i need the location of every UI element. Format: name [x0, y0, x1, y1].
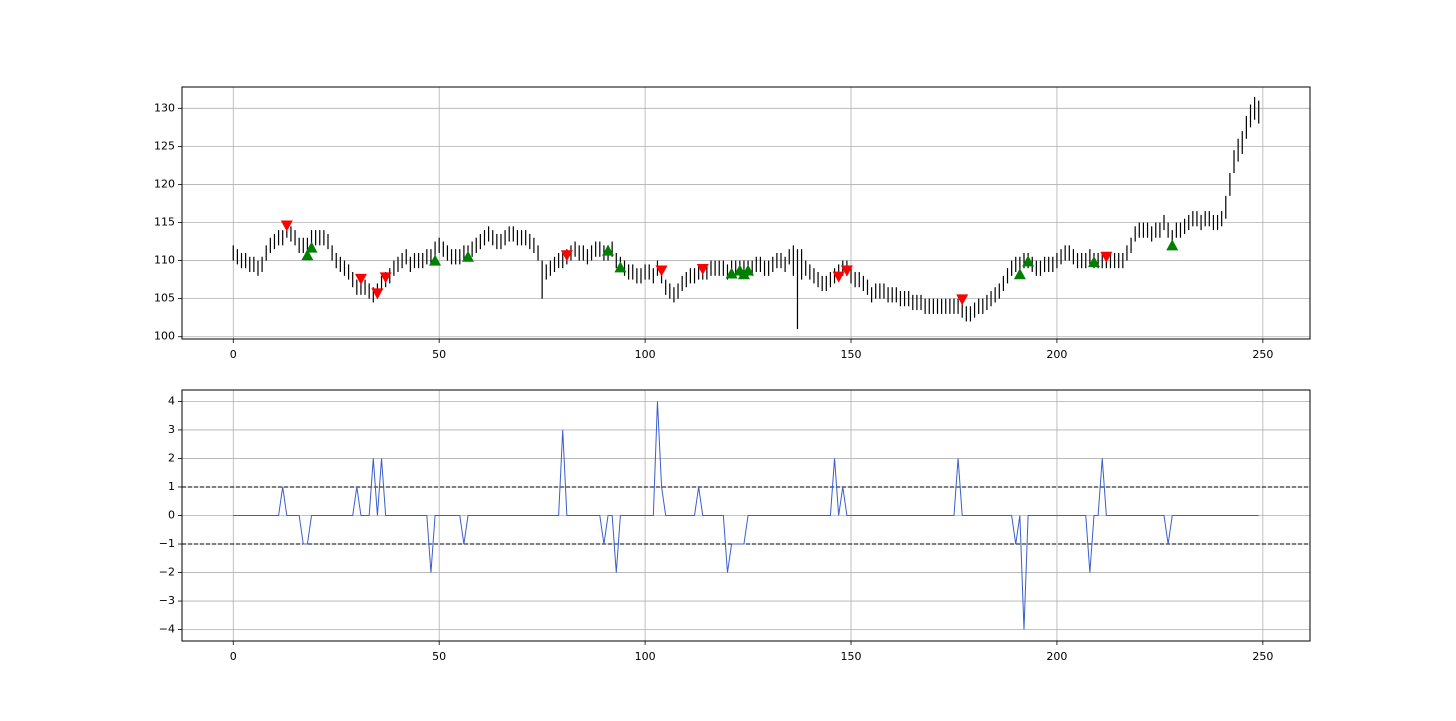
x-tick-label: 50: [432, 650, 446, 663]
y-tick-label: −1: [159, 537, 175, 550]
x-tick-label: 250: [1252, 348, 1273, 361]
y-tick-label: 120: [154, 177, 175, 190]
x-tick-label: 50: [432, 348, 446, 361]
axes: 0 50 100 150 200 250 100 105 110 115 120 125 130: [154, 86, 1311, 361]
x-tick-label: 150: [841, 348, 862, 361]
buy-marker: [462, 250, 475, 262]
sell-marker: [560, 250, 573, 262]
x-tick-label: 0: [230, 650, 237, 663]
y-tick-label: −4: [159, 623, 175, 636]
x-tick-label: 250: [1252, 650, 1273, 663]
x-tick-label: 200: [1046, 650, 1067, 663]
sell-marker: [354, 273, 367, 285]
axes: 0 50 100 150 200 250 −4 −3 −2 −1 0 1 2 3 4: [159, 389, 1311, 663]
buy-marker: [1166, 239, 1179, 251]
y-tick-label: 1: [168, 480, 175, 493]
buy-marker: [301, 249, 314, 261]
buy-marker: [602, 244, 615, 256]
sell-marker: [840, 265, 853, 277]
y-tick-label: 3: [168, 423, 175, 436]
x-tick-label: 100: [635, 348, 656, 361]
sell-marker: [379, 272, 392, 284]
indicator-line: [233, 401, 1259, 630]
y-tick-label: 130: [154, 101, 175, 114]
sell-marker: [280, 220, 293, 232]
x-tick-label: 0: [230, 348, 237, 361]
y-tick-label: 110: [154, 254, 175, 267]
sell-marker: [371, 288, 384, 300]
buy-marker: [1087, 256, 1100, 268]
y-tick-label: 0: [168, 509, 175, 522]
buy-marker: [429, 254, 442, 266]
y-tick-label: 125: [154, 139, 175, 152]
x-tick-label: 100: [635, 650, 656, 663]
sell-marker: [696, 263, 709, 275]
y-tick-label: −3: [159, 594, 175, 607]
axes-frame: [181, 389, 1311, 642]
sell-marker: [832, 271, 845, 283]
sell-marker: [1100, 251, 1113, 263]
sell-marker: [956, 294, 969, 306]
y-tick-label: 115: [154, 216, 175, 229]
y-tick-label: 100: [154, 330, 175, 343]
axes-frame: [181, 86, 1311, 340]
x-tick-label: 150: [841, 650, 862, 663]
x-tick-label: 200: [1046, 348, 1067, 361]
y-tick-label: −2: [159, 566, 175, 579]
sell-marker: [655, 265, 668, 277]
buy-marker: [614, 261, 627, 273]
y-tick-label: 4: [168, 394, 175, 407]
y-tick-label: 2: [168, 451, 175, 464]
buy-marker: [1022, 255, 1035, 267]
buy-marker: [725, 267, 738, 279]
y-tick-label: 105: [154, 292, 175, 305]
buy-marker: [1013, 268, 1026, 280]
buy-marker: [305, 241, 318, 253]
buy-marker: [742, 264, 755, 276]
